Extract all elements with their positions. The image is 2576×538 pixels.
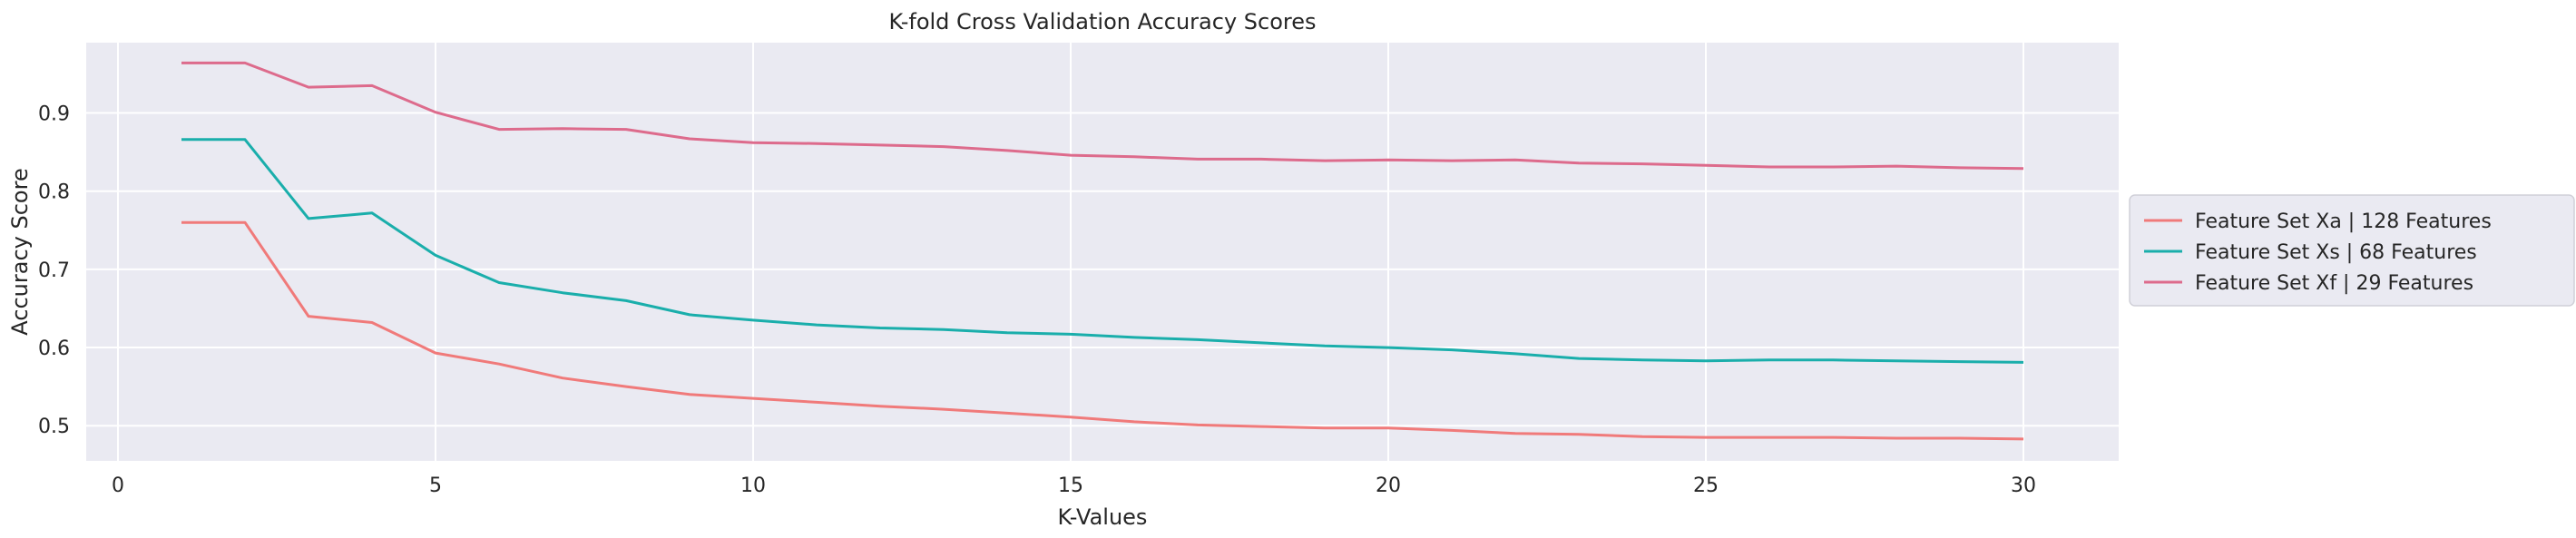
series-line-2 — [181, 138, 2024, 364]
y-tick-label: 0.6 — [38, 337, 70, 360]
plot-area — [86, 43, 2119, 461]
x-tick-label: 15 — [1058, 474, 1083, 497]
legend: Feature Set Xa | 128 Features Feature Set… — [2129, 194, 2575, 307]
chart-title: K-fold Cross Validation Accuracy Scores — [888, 9, 1316, 34]
x-tick-label: 25 — [1693, 474, 1719, 497]
y-tick-label: 0.8 — [38, 181, 70, 204]
x-tick-label: 10 — [740, 474, 766, 497]
x-tick-label: 5 — [429, 474, 442, 497]
x-tick-label: 30 — [2011, 474, 2036, 497]
series-lines — [181, 61, 2024, 441]
y-tick-label: 0.9 — [38, 103, 70, 126]
legend-box — [2129, 194, 2575, 307]
y-tick-label: 0.5 — [38, 416, 70, 438]
legend-label: Feature Set Xf | 29 Features — [2195, 272, 2473, 295]
x-axis-ticks: 0 5 10 15 20 25 30 — [112, 474, 2036, 497]
series-line-1 — [181, 220, 2024, 441]
y-tick-label: 0.7 — [38, 259, 70, 282]
x-tick-label: 0 — [112, 474, 124, 497]
x-tick-label: 20 — [1376, 474, 1401, 497]
legend-label: Feature Set Xs | 68 Features — [2195, 241, 2477, 264]
y-axis-label: Accuracy Score — [7, 168, 33, 335]
y-axis-ticks: 0.5 0.6 0.7 0.8 0.9 — [38, 103, 70, 439]
series-line-3 — [181, 61, 2024, 171]
x-axis-label: K-Values — [1058, 504, 1148, 530]
grid-lines — [86, 43, 2119, 461]
legend-label: Feature Set Xa | 128 Features — [2195, 210, 2492, 233]
